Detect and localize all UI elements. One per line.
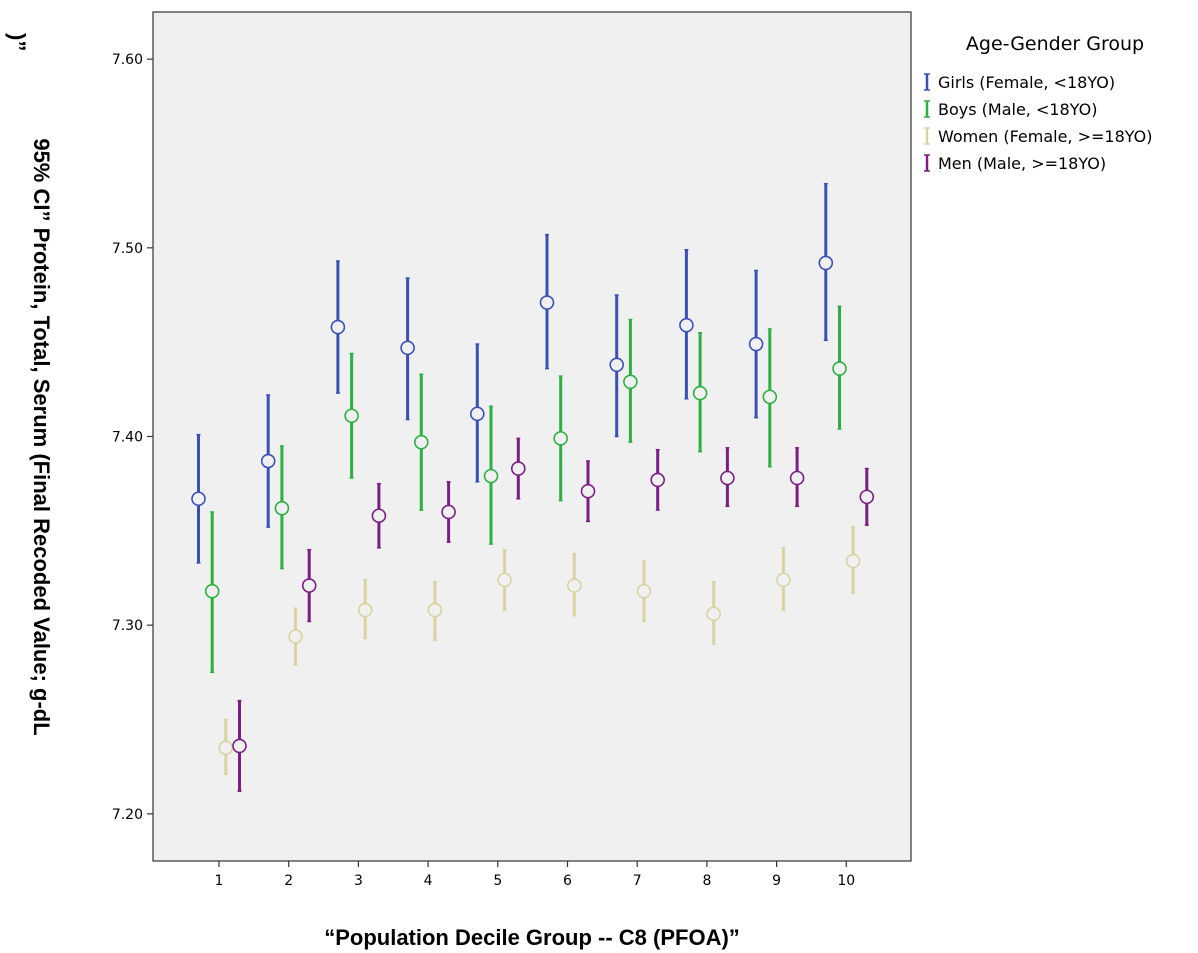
mean-point [400, 340, 415, 356]
mean-point [204, 583, 220, 599]
mean-point [469, 406, 485, 422]
mean-point [636, 583, 652, 599]
x-tick-label: 5 [493, 873, 502, 889]
x-tick-label: 3 [354, 873, 363, 889]
mean-point [762, 389, 778, 405]
mean-point [748, 336, 764, 352]
x-axis: 1 2 3 4 5 6 7 8 9 10 [215, 861, 855, 889]
x-tick-label: 8 [702, 873, 711, 889]
legend-title: Age-Gender Group [966, 33, 1144, 55]
mean-point [706, 606, 722, 622]
x-tick-label: 2 [284, 873, 293, 889]
y-tick-label: 7.20 [112, 807, 143, 823]
mean-point [413, 434, 429, 450]
mean-point [818, 255, 834, 271]
x-axis-title: “Population Decile Group -- C8 (PFOA)” [324, 925, 740, 950]
mean-point [497, 572, 512, 588]
mean-point [441, 504, 456, 520]
legend-item: Women (Female, >=18YO) [924, 127, 1153, 146]
legend-label: Girls (Female, <18YO) [938, 73, 1115, 92]
mean-point [218, 740, 234, 756]
mean-point [553, 431, 569, 446]
y-tick-label: 7.40 [112, 430, 143, 446]
legend-label: Boys (Male, <18YO) [938, 100, 1097, 119]
plot-area [152, 11, 912, 862]
y-axis: 7.20 7.30 7.40 7.50 7.60 [112, 52, 153, 823]
x-tick-label: 9 [772, 873, 781, 889]
x-tick-label: 6 [563, 873, 572, 889]
y-axis-title-line2: )” [5, 33, 30, 51]
legend-items: Girls (Female, <18YO) Boys (Male, <18YO) W… [924, 73, 1153, 173]
x-tick-label: 10 [837, 873, 855, 889]
mean-point [580, 483, 596, 499]
mean-point [427, 602, 443, 618]
mean-point [232, 738, 247, 754]
series-3 [218, 526, 861, 775]
y-axis-title-line1: 95% CI” Protein, Total, Serum (Final Rec… [29, 138, 54, 735]
mean-point [344, 408, 359, 424]
y-tick-label: 7.60 [112, 52, 143, 68]
mean-point [650, 472, 666, 488]
x-tick-label: 4 [424, 873, 433, 889]
mean-point [330, 319, 346, 335]
mean-point [776, 572, 791, 588]
mean-point [288, 629, 303, 644]
mean-point [623, 374, 638, 390]
mean-point [789, 470, 805, 486]
mean-point [566, 578, 582, 593]
x-tick-label: 1 [215, 873, 224, 889]
mean-point [357, 602, 373, 618]
mean-point [539, 295, 555, 310]
mean-point [845, 553, 861, 569]
mean-point [510, 461, 526, 476]
mean-point [609, 357, 625, 373]
data-marks [191, 182, 875, 792]
series-1 [191, 182, 834, 564]
legend-label: Women (Female, >=18YO) [938, 127, 1153, 146]
legend-item: Boys (Male, <18YO) [924, 100, 1097, 119]
mean-point [692, 385, 708, 401]
series-2 [204, 305, 847, 674]
mean-point [274, 500, 290, 516]
legend-item: Men (Male, >=18YO) [924, 154, 1106, 173]
mean-point [859, 489, 875, 505]
legend-label: Men (Male, >=18YO) [938, 154, 1106, 173]
legend-item: Girls (Female, <18YO) [924, 73, 1115, 92]
mean-point [720, 470, 735, 486]
y-tick-label: 7.30 [112, 618, 143, 634]
mean-point [483, 468, 499, 484]
mean-point [832, 361, 847, 376]
mean-point [679, 317, 694, 333]
legend: Age-Gender Group Girls (Female, <18YO) Bo… [924, 33, 1153, 173]
mean-point [301, 578, 317, 593]
mean-point [260, 453, 276, 469]
y-tick-label: 7.50 [112, 241, 143, 257]
mean-point [371, 508, 387, 524]
mean-point [191, 491, 206, 507]
x-tick-label: 7 [633, 873, 642, 889]
series-4 [232, 437, 875, 792]
